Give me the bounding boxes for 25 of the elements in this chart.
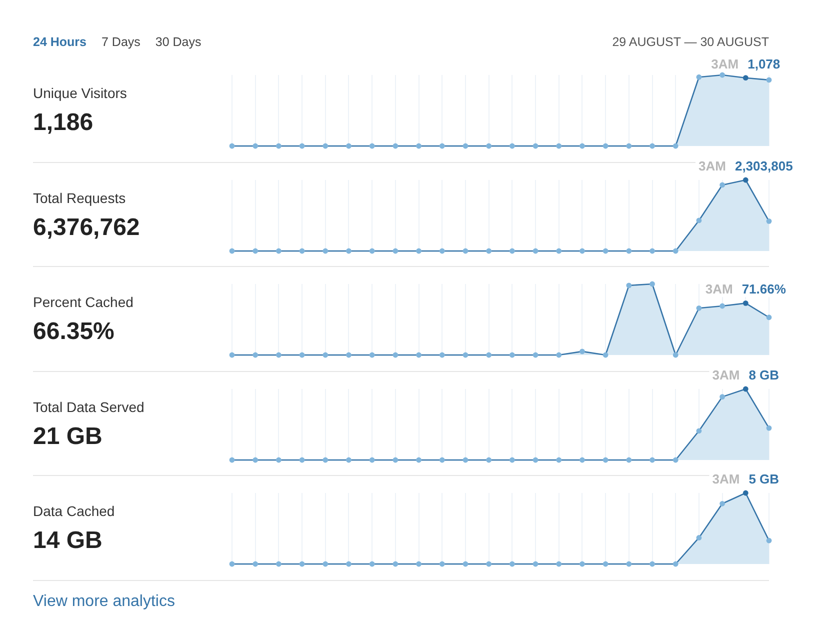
text: Total Requests xyxy=(33,190,126,206)
text: Percent Cached xyxy=(33,294,134,310)
text: 21 GB xyxy=(33,422,102,450)
text: 8 GB xyxy=(748,367,780,382)
text: 3AM xyxy=(698,158,726,174)
text: 3AM xyxy=(712,472,740,487)
annotation: 71.66% xyxy=(742,282,786,297)
text: 2,303,805 xyxy=(734,158,793,174)
text: 24 Hours xyxy=(33,35,86,49)
text: 66.35% xyxy=(33,318,114,346)
text: Total Data Served xyxy=(33,398,144,414)
annotation: 3AM xyxy=(705,282,733,297)
text: View more analytics xyxy=(33,592,175,610)
text: Unique Visitors xyxy=(33,85,127,101)
text: Data Cached xyxy=(33,503,115,519)
text: 5 GB xyxy=(748,472,780,487)
text: 29 AUGUST — 30 AUGUST xyxy=(612,35,769,49)
text: 14 GB xyxy=(33,527,102,555)
text: 1,078 xyxy=(748,56,780,72)
text: 3AM xyxy=(712,367,740,382)
text: 6,376,762 xyxy=(33,214,140,242)
text: 7 Days xyxy=(102,35,140,49)
text: 1,186 xyxy=(33,109,94,137)
text: 30 Days xyxy=(155,35,202,49)
text: 3AM xyxy=(711,56,739,72)
